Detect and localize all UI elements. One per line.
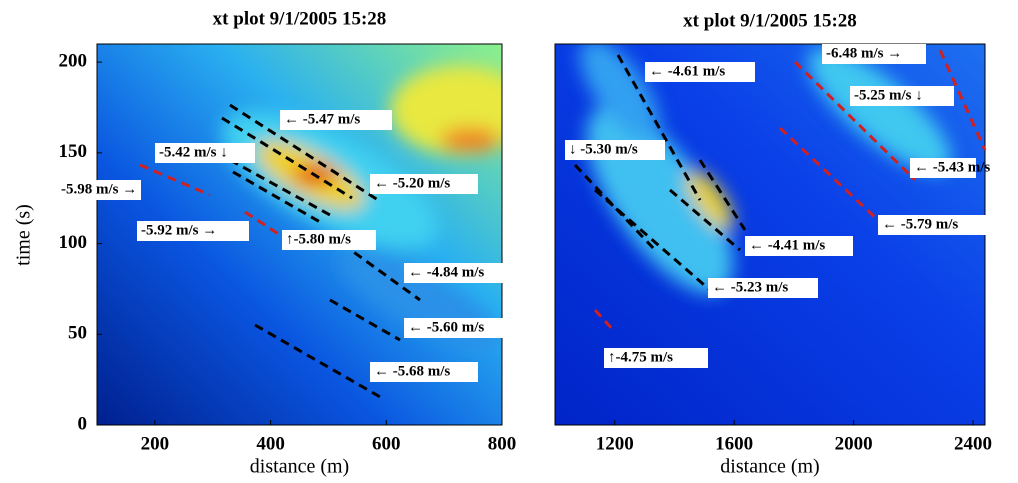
x-tick-label: 600 [372,433,401,454]
annotation: ↑-5.80 m/s [286,231,351,247]
annotation: ← -4.41 m/s [749,237,825,253]
annotation-box [370,174,478,194]
annotation-box [57,180,141,200]
chart-title: xt plot 9/1/2005 15:28 [213,8,387,29]
annotation: -5.92 m/s → [141,222,217,238]
annotation-box [745,236,853,256]
x-tick-label: 1200 [596,433,634,454]
y-tick-label: 200 [59,51,88,72]
y-tick-label: 0 [78,413,88,434]
annotation-box [604,348,708,368]
velocity-lines [139,49,987,400]
chart-title: xt plot 9/1/2005 15:28 [683,10,857,31]
annotation-box [565,140,665,160]
dashed-line [938,49,987,151]
y-tick-label: 50 [68,323,87,344]
dashed-line [669,188,741,252]
annotation: ↓ -5.30 m/s [569,141,638,157]
x-tick-label: 2000 [835,433,873,454]
annotation-box [404,263,512,283]
x-tick-label: 200 [141,433,170,454]
dashed-line [139,163,211,197]
dashed-line [593,308,617,334]
annotation: -5.98 m/s → [61,181,137,197]
dashed-line [221,116,353,200]
plot-frame [96,43,503,426]
annotation-box [155,143,255,163]
annotation: ↑-4.75 m/s [608,349,673,365]
annotation: ← -5.47 m/s [284,111,360,127]
annotation: -6.48 m/s → [826,45,902,61]
dashed-line [616,54,702,201]
dashed-line [254,323,383,400]
annotation: ← -5.20 m/s [374,175,450,191]
annotation: ← -4.84 m/s [408,264,484,280]
annotation-box [282,230,376,250]
x-axis-label: distance (m) [720,456,819,478]
annotation-box [878,215,986,235]
annotation-box [280,110,392,130]
annotation-box [404,318,512,338]
x-tick-label: 800 [488,433,517,454]
annotation: -5.42 m/s ↓ [159,144,228,160]
dashed-line [778,126,882,224]
annotation-box [850,86,954,106]
annotation: ← -5.23 m/s [712,279,788,295]
annotation: ← -5.43 m/s [914,159,990,175]
dashed-line [594,188,711,292]
dashed-line [793,60,917,182]
annotation-box [910,158,976,178]
annotation-box [708,278,818,298]
y-tick-label: 150 [59,141,88,162]
annotation-box [645,62,755,82]
x-tick-label: 400 [256,433,285,454]
x-tick-label: 1600 [715,433,753,454]
dashed-line [232,170,321,224]
dashed-line [329,298,401,342]
annotation: ← -5.79 m/s [882,216,958,232]
annotation: ← -5.68 m/s [374,363,450,379]
annotation-box [370,362,478,382]
y-axis-label: time (s) [13,204,35,266]
annotation: -5.25 m/s ↓ [854,87,923,103]
dashed-line [573,163,657,252]
dashed-line [229,158,331,217]
x-tick-label: 2400 [954,433,992,454]
annotation-box [822,44,926,64]
annotation-box [137,221,249,241]
x-axis-label: distance (m) [250,456,349,478]
annotation: ← -4.61 m/s [649,63,725,79]
annotation: ← -5.60 m/s [408,319,484,335]
y-tick-label: 100 [59,232,88,253]
dashed-line [244,210,281,237]
